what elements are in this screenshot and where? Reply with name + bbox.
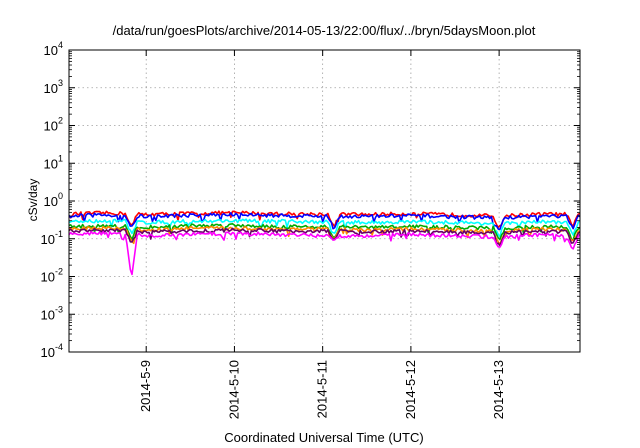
y-tick-label-exponent: -2 (55, 267, 63, 277)
x-axis-label: Coordinated Universal Time (UTC) (224, 430, 423, 445)
y-tick-label-exponent: 3 (58, 78, 63, 88)
y-tick-label-base: 10 (41, 345, 55, 360)
y-tick-label: 10-3 (41, 304, 63, 322)
series-line (68, 227, 581, 247)
y-tick-label-base: 10 (41, 232, 55, 247)
series-line (68, 223, 581, 241)
y-tick-label: 104 (44, 40, 63, 58)
y-tick-label: 101 (44, 153, 63, 171)
y-tick-label-exponent: -1 (55, 229, 63, 239)
y-tick-label: 100 (44, 191, 63, 209)
y-tick-label: 102 (44, 116, 63, 134)
y-tick-label-base: 10 (41, 307, 55, 322)
y-tick-label-base: 10 (41, 270, 55, 285)
x-tick-label: 2014-5-11 (315, 360, 330, 418)
x-tick-label: 2014-5-12 (403, 360, 418, 419)
y-tick-label-exponent: 2 (58, 116, 63, 126)
series-line (68, 212, 581, 231)
y-tick-label-exponent: -4 (55, 342, 63, 352)
y-tick-label-exponent: 1 (58, 153, 63, 163)
plot-frame (68, 49, 581, 353)
y-tick-label-base: 10 (44, 156, 58, 171)
y-tick-label: 10-1 (41, 229, 63, 247)
grid (69, 50, 580, 352)
series-line (68, 231, 581, 276)
y-tick-label-exponent: 4 (58, 40, 63, 50)
y-tick-label-base: 10 (44, 194, 58, 209)
y-tick-label: 103 (44, 78, 63, 96)
y-tick-label-base: 10 (44, 81, 58, 96)
x-tick-label: 2014-5-13 (491, 360, 506, 419)
x-tick-label: 2014-5-10 (226, 360, 241, 419)
y-axis-label: cSv/day (26, 179, 40, 222)
chart-title: /data/run/goesPlots/archive/2014-05-13/2… (113, 23, 536, 38)
series-layer (68, 210, 581, 276)
y-tick-label-base: 10 (44, 119, 58, 134)
y-tick-label-base: 10 (44, 43, 58, 58)
y-tick-label: 10-2 (41, 267, 63, 285)
x-tick-label: 2014-5-9 (138, 360, 153, 412)
y-tick-label-exponent: -3 (55, 304, 63, 314)
y-tick-label: 10-4 (41, 342, 63, 360)
y-tick-label-exponent: 0 (58, 191, 63, 201)
